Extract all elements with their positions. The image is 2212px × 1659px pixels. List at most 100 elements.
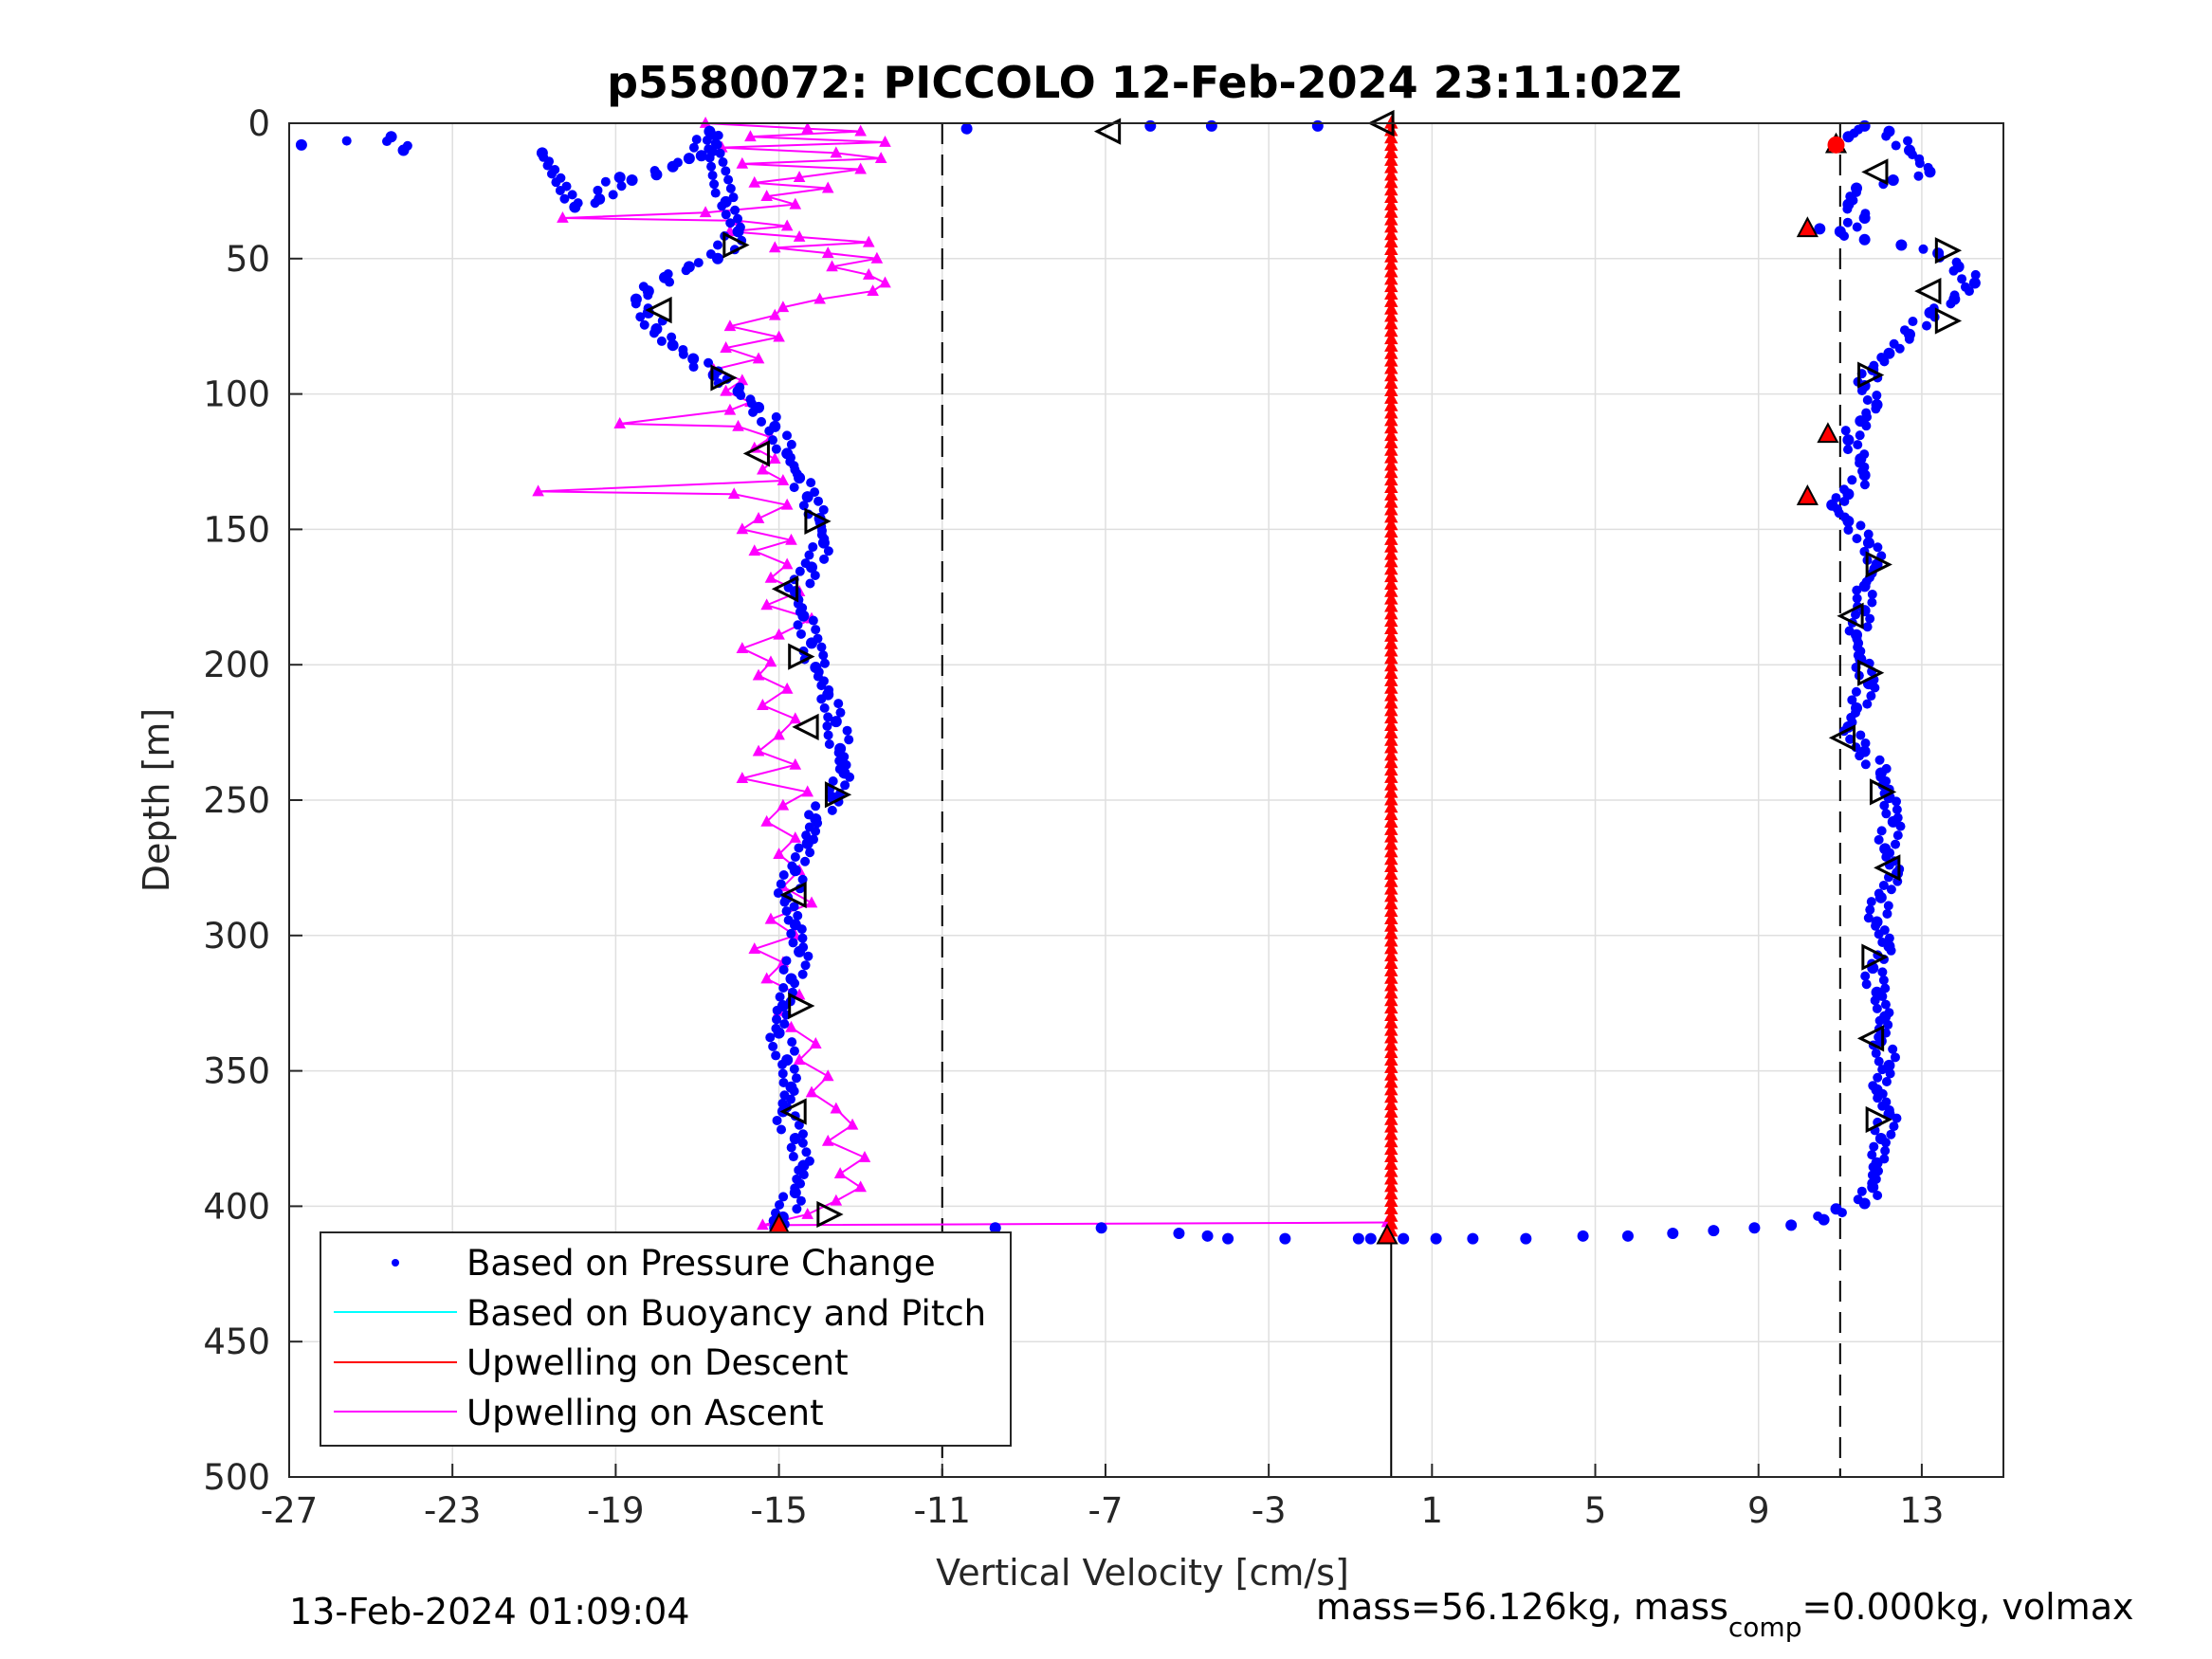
pressure-change-point: [1467, 1232, 1479, 1245]
upwelling-descent-marker: [1384, 323, 1398, 337]
upwelling-ascent-marker: [773, 330, 785, 342]
upwelling-ascent-marker: [821, 246, 834, 258]
pressure-change-point: [1874, 755, 1885, 765]
pressure-change-point: [608, 190, 618, 200]
upwelling-descent-marker: [1384, 807, 1398, 821]
pressure-change-point: [725, 218, 736, 228]
upwelling-descent-marker: [1384, 956, 1398, 970]
upwelling-descent-marker: [1384, 792, 1398, 806]
pressure-change-point: [793, 620, 803, 630]
pressure-change-point: [795, 607, 805, 617]
upwelling-ascent-marker: [768, 241, 781, 253]
upwelling-descent-marker: [1384, 1149, 1398, 1162]
upwelling-descent-marker: [1384, 940, 1398, 955]
pressure-change-point: [1877, 967, 1888, 977]
upwelling-descent-marker: [1384, 532, 1398, 545]
pressure-change-point: [801, 1147, 812, 1158]
pressure-change-point: [773, 888, 783, 899]
upwelling-ascent-marker: [830, 1102, 843, 1114]
open-triangle-marker: [1934, 237, 1963, 264]
pressure-change-point: [792, 468, 802, 479]
pressure-change-point: [546, 169, 557, 179]
upwelling-ascent-marker: [757, 1218, 769, 1231]
pressure-change-point: [783, 582, 794, 592]
upwelling-ascent-marker: [854, 124, 867, 137]
upwelling-descent-marker: [1384, 830, 1398, 843]
pressure-change-point: [1861, 421, 1872, 431]
pressure-change-point: [1878, 975, 1889, 985]
upwelling-ascent-marker: [748, 544, 761, 556]
pressure-change-point: [1860, 209, 1871, 219]
pressure-change-point: [778, 983, 789, 994]
pressure-change-point: [667, 332, 677, 342]
pressure-change-point: [811, 801, 821, 811]
upwelling-ascent-marker: [768, 308, 781, 320]
pressure-change-point: [1872, 391, 1882, 401]
pressure-change-point: [1873, 1093, 1883, 1103]
y-tick-label: 150: [203, 509, 270, 550]
pressure-change-point: [1877, 992, 1888, 1002]
upwelling-descent-marker: [1384, 398, 1398, 411]
pressure-change-point: [688, 142, 699, 153]
pressure-change-point: [1851, 610, 1861, 620]
pressure-change-point: [1814, 223, 1826, 235]
pressure-change-point: [1862, 537, 1874, 549]
upwelling-ascent-marker: [752, 668, 765, 681]
pressure-change-point: [1874, 929, 1884, 939]
upwelling-descent-marker: [1384, 971, 1398, 984]
open-triangle-marker: [779, 1098, 807, 1125]
upwelling-descent-marker: [1384, 450, 1398, 464]
upwelling-descent-marker: [1384, 153, 1398, 166]
upwelling-descent-marker: [1384, 501, 1398, 516]
upwelling-descent-marker: [1384, 977, 1398, 992]
upwelling-ascent-marker: [789, 197, 802, 210]
pressure-change-point: [1860, 971, 1871, 981]
upwelling-ascent-marker: [760, 814, 773, 827]
upwelling-descent-marker: [1384, 933, 1398, 947]
pressure-change-point: [775, 1199, 785, 1210]
upwelling-descent-marker: [1384, 1209, 1398, 1222]
pressure-change-point: [735, 382, 745, 392]
pressure-change-point: [1861, 979, 1872, 990]
pressure-change-point: [805, 578, 815, 589]
legend-label-pressure: Based on Pressure Change: [466, 1243, 936, 1284]
pressure-change-point: [638, 282, 649, 292]
pressure-change-point: [600, 176, 611, 187]
open-triangle-marker: [742, 440, 770, 467]
pressure-change-point: [790, 851, 800, 862]
upwelling-descent-marker: [1384, 702, 1398, 717]
pressure-change-point: [1842, 217, 1853, 228]
upwelling-ascent-marker: [773, 848, 785, 860]
upwelling-descent-marker: [1384, 130, 1398, 144]
pressure-change-point: [789, 1046, 799, 1056]
pressure-change-point: [1873, 1072, 1883, 1083]
pressure-change-point: [725, 183, 736, 193]
upwelling-ascent-marker: [801, 785, 814, 797]
upwelling-descent-marker: [1384, 1074, 1398, 1088]
legend-label-descent: Upwelling on Descent: [466, 1342, 849, 1383]
pressure-change-point: [791, 1073, 801, 1084]
upwelling-ascent-marker: [757, 463, 769, 475]
upwelling-descent-marker: [1384, 338, 1398, 352]
pressure-change-point: [824, 684, 834, 695]
pressure-change-point: [718, 157, 728, 168]
upwelling-ascent-marker: [557, 210, 569, 223]
upwelling-descent-marker: [1384, 211, 1398, 226]
chart-title: p5580072: PICCOLO 12-Feb-2024 23:11:02Z: [607, 57, 1682, 108]
upwelling-ascent-marker: [789, 712, 802, 724]
upwelling-ascent-marker: [862, 235, 875, 247]
pressure-change-point: [835, 707, 846, 718]
footer-mass-left: mass=56.126kg, mass: [1316, 1586, 1728, 1628]
pressure-change-point: [1880, 1138, 1891, 1148]
pressure-change-point: [1873, 1190, 1883, 1200]
pressure-change-point: [1889, 1121, 1899, 1132]
pressure-change-point: [1855, 430, 1865, 441]
upwelling-ascent-marker: [723, 403, 737, 415]
pressure-change-point: [1859, 449, 1870, 460]
upwelling-descent-marker: [1384, 598, 1398, 612]
pressure-change-point: [1839, 496, 1850, 506]
pressure-change-point: [1863, 913, 1874, 923]
upwelling-ascent-marker: [801, 121, 814, 134]
pressure-change-point: [1946, 299, 1956, 309]
pressure-change-point: [795, 1195, 806, 1206]
